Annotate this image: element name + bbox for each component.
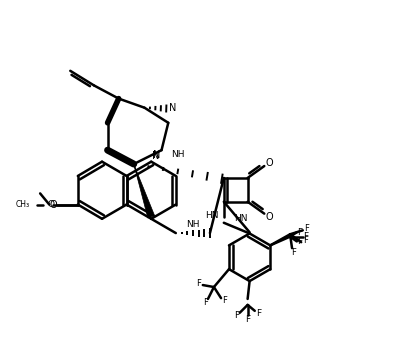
Text: N: N	[169, 103, 177, 113]
Text: F: F	[245, 316, 250, 324]
Text: CH₃: CH₃	[16, 200, 30, 209]
Text: F: F	[303, 232, 308, 241]
Text: F: F	[297, 237, 302, 246]
Text: F: F	[203, 299, 208, 307]
Text: F: F	[303, 236, 307, 245]
Text: F: F	[297, 228, 302, 237]
Text: NH: NH	[186, 220, 200, 229]
Text: F: F	[292, 248, 297, 257]
Text: HN: HN	[234, 214, 247, 223]
Text: O: O	[265, 158, 273, 168]
Text: NH: NH	[171, 150, 185, 159]
Text: O: O	[48, 200, 55, 209]
Text: F: F	[304, 224, 309, 233]
Text: O: O	[49, 200, 57, 209]
Text: F: F	[234, 311, 239, 321]
Text: N: N	[152, 151, 160, 161]
Text: N: N	[153, 150, 160, 159]
Polygon shape	[134, 164, 155, 218]
Text: O: O	[265, 212, 273, 222]
Text: HN: HN	[205, 211, 219, 220]
Text: F: F	[256, 309, 261, 318]
Text: F: F	[196, 279, 201, 288]
Text: F: F	[223, 296, 227, 305]
